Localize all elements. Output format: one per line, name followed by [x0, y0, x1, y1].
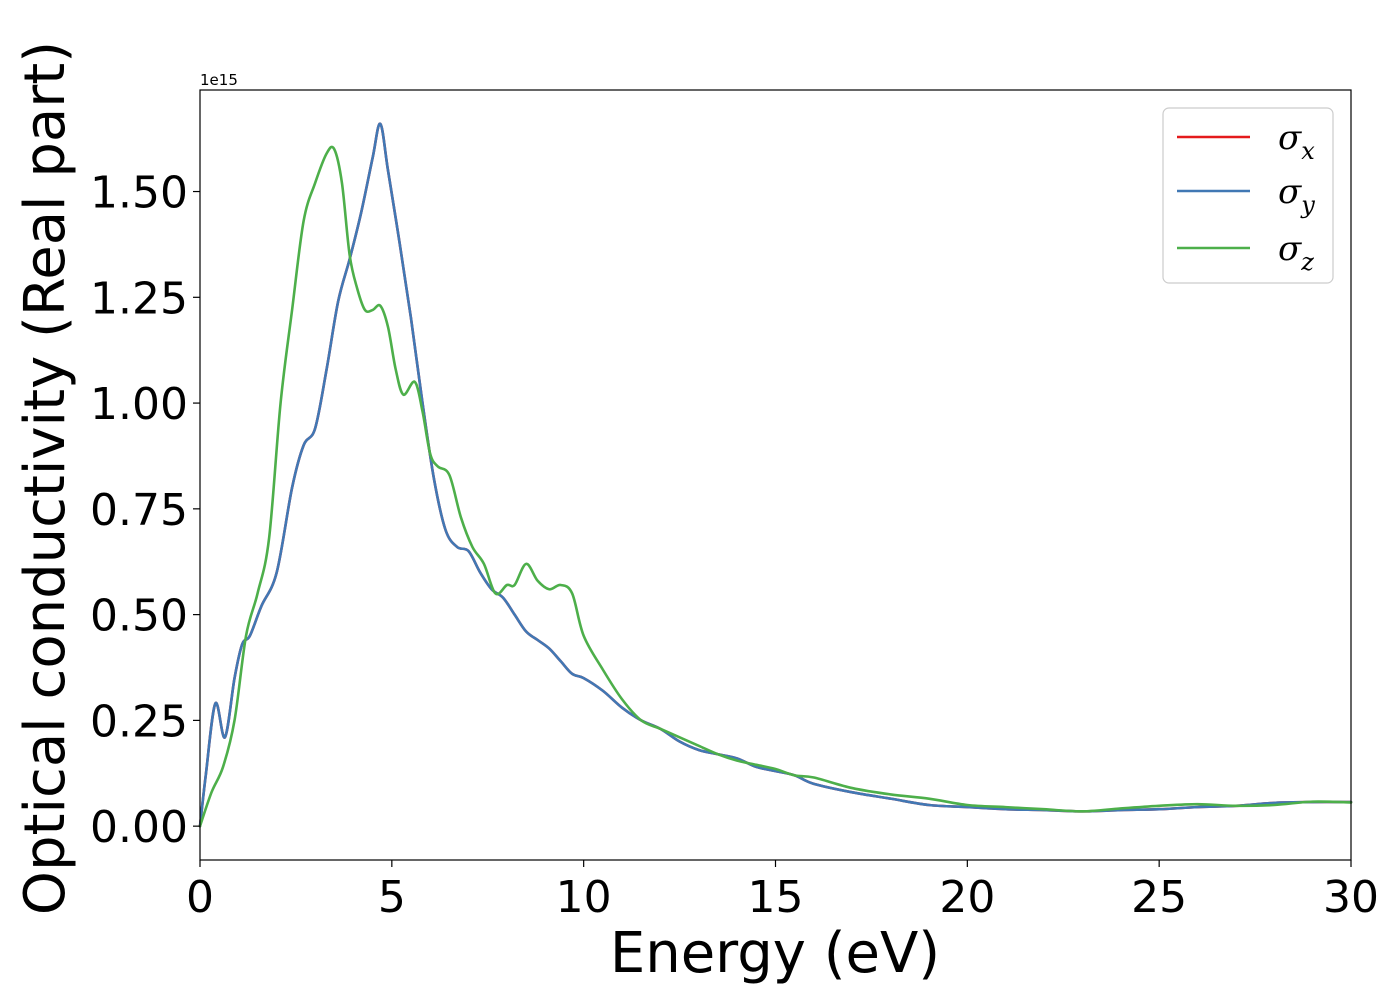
- y-axis-ticks: 0.00 0.25 0.50 0.75 1.00 1.25 1.50: [90, 168, 200, 853]
- y-tick-label: 0.00: [90, 802, 188, 853]
- legend-label-x: σx: [1278, 118, 1315, 165]
- legend-label-z: σz: [1278, 229, 1314, 276]
- y-axis-label: Optical conductivity (Real part): [13, 41, 78, 915]
- x-tick-label: 5: [378, 872, 406, 923]
- series-layer: [198, 122, 1353, 828]
- y-tick-label: 1.00: [90, 379, 188, 430]
- legend: σx σy σz: [1162, 107, 1334, 284]
- y-offset-label: 1e15: [200, 71, 238, 89]
- y-tick-label: 1.50: [90, 168, 188, 219]
- x-tick-label: 30: [1323, 872, 1379, 923]
- y-tick-label: 1.25: [90, 273, 188, 324]
- x-tick-label: 20: [939, 872, 995, 923]
- x-tick-label: 25: [1131, 872, 1187, 923]
- y-tick-label: 0.50: [90, 591, 188, 642]
- y-tick-label: 0.25: [90, 696, 188, 747]
- y-tick-label: 0.75: [90, 485, 188, 536]
- x-axis-label: Energy (eV): [610, 921, 940, 986]
- series-line-z: [198, 145, 1353, 828]
- x-tick-label: 10: [556, 872, 612, 923]
- x-axis-ticks: 0 5 10 15 20 25 30: [186, 860, 1379, 923]
- legend-frame: [1162, 107, 1334, 284]
- x-tick-label: 0: [186, 872, 214, 923]
- legend-label-y: σy: [1278, 172, 1315, 219]
- series-line-y: [198, 122, 1353, 828]
- x-tick-label: 15: [748, 872, 804, 923]
- plot-area-frame: [199, 89, 1352, 861]
